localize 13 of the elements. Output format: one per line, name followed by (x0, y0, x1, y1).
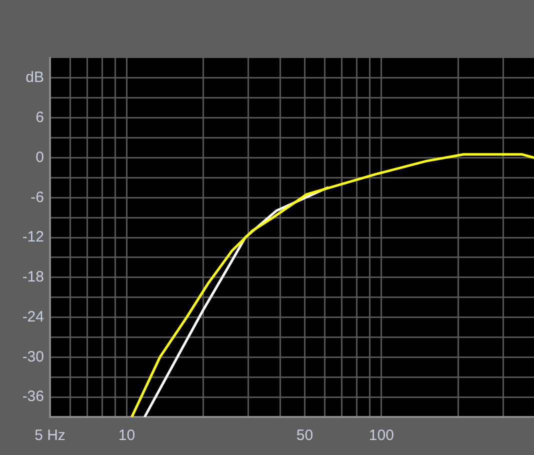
y-tick-label: -30 (22, 348, 44, 366)
y-tick-label: -36 (22, 388, 44, 406)
y-tick-label: 6 (36, 108, 44, 126)
y-tick-label: dB (26, 69, 44, 86)
x-tick-label: 10 (118, 427, 136, 444)
y-tick-label: -24 (22, 308, 44, 326)
y-tick-label: 0 (36, 148, 44, 166)
y-tick-label: -18 (22, 268, 44, 286)
y-tick-label: -6 (30, 188, 44, 206)
x-tick-label: 50 (296, 427, 314, 444)
x-tick-label: 100 (368, 427, 394, 444)
y-tick-label: -12 (22, 228, 44, 246)
x-tick-label: 5 Hz (34, 427, 66, 444)
